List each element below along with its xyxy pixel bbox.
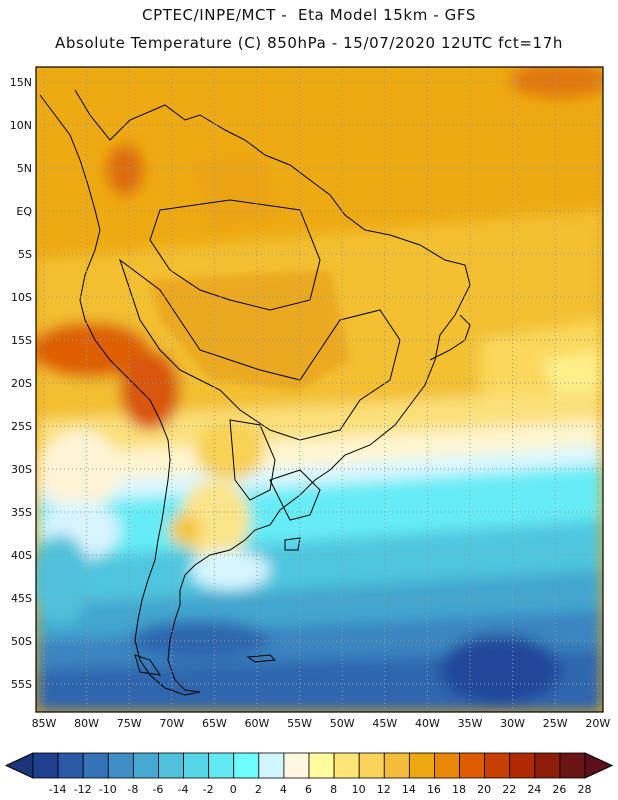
color-scale-labels: -14 -12 -10 -8 -6 -4 -2 0 2 4 6 8 10 12 14 16 18 20 22 24 26…	[49, 783, 592, 796]
color-scale-swatch	[82, 752, 109, 779]
color-scale-label: 14	[402, 783, 416, 796]
color-scale-label: 12	[377, 783, 391, 796]
lat-label: 45S	[11, 592, 32, 605]
lat-label: 55S	[11, 678, 32, 691]
color-scale-swatch	[233, 752, 260, 779]
lat-label: EQ	[16, 205, 32, 218]
color-scale-swatch	[484, 752, 511, 779]
lat-label: 15S	[11, 334, 32, 347]
lat-label: 50S	[11, 635, 32, 648]
color-scale-swatch	[559, 752, 586, 779]
color-scale-swatch	[183, 752, 210, 779]
color-scale-label: 24	[527, 783, 541, 796]
temperature-field	[36, 67, 603, 712]
color-scale-swatch	[107, 752, 134, 779]
title-line-2: Absolute Temperature (C) 850hPa - 15/07/…	[55, 34, 563, 52]
color-scale-label: 10	[352, 783, 366, 796]
lat-label: 30S	[11, 463, 32, 476]
color-scale-swatch	[534, 752, 561, 779]
lon-label: 20W	[585, 717, 610, 730]
lat-lon-grid	[36, 67, 603, 712]
color-scale-label: 8	[330, 783, 337, 796]
lon-label: 60W	[245, 717, 270, 730]
color-scale-label: 22	[502, 783, 516, 796]
color-scale-label: 2	[255, 783, 262, 796]
lat-label: 5N	[17, 162, 32, 175]
color-scale-label: -10	[99, 783, 117, 796]
color-scale-swatches	[4, 752, 614, 779]
color-scale-label: 26	[552, 783, 566, 796]
lon-label: 35W	[458, 717, 483, 730]
lon-label: 50W	[330, 717, 355, 730]
lat-label: 5S	[18, 248, 32, 261]
color-scale-label: -14	[49, 783, 67, 796]
color-scale-swatch	[158, 752, 184, 779]
color-scale-low-arrow	[4, 752, 34, 779]
lon-label: 85W	[32, 717, 57, 730]
color-scale-swatch	[358, 752, 385, 779]
color-scale-label: 28	[577, 783, 591, 796]
lon-label: 30W	[500, 717, 525, 730]
lon-label: 55W	[287, 717, 312, 730]
color-scale-swatch	[258, 752, 285, 779]
temperature-map: 15N 10N 5N EQ 5S 10S 15S 20S 25S 30S 35S 40S 45S 50S 5…	[10, 66, 611, 730]
lon-label: 70W	[159, 717, 184, 730]
lat-label: 10S	[11, 291, 32, 304]
color-scale-swatch	[383, 752, 410, 779]
color-scale-swatch	[408, 752, 435, 779]
lat-label: 25S	[11, 420, 32, 433]
lat-label: 10N	[10, 119, 32, 132]
lon-label: 80W	[74, 717, 99, 730]
color-scale-label: 16	[427, 783, 441, 796]
color-scale-swatch	[32, 752, 59, 779]
color-scale-swatch	[57, 752, 84, 779]
color-scale-swatch	[434, 752, 460, 779]
lon-label: 65W	[202, 717, 227, 730]
color-scale-bar: -14 -12 -10 -8 -6 -4 -2 0 2 4 6 8 10 12 14 16 18 20 22 24 26…	[4, 752, 614, 796]
color-scale-high-arrow	[584, 752, 614, 779]
longitude-labels: 85W 80W 75W 70W 65W 60W 55W 50W 45W 40W 35W 30W 25W 2…	[32, 717, 611, 730]
color-scale-swatch	[132, 752, 159, 779]
lon-label: 45W	[372, 717, 397, 730]
lon-label: 25W	[543, 717, 568, 730]
color-scale-label: -8	[127, 783, 138, 796]
color-scale-swatch	[208, 752, 235, 779]
lat-label: 35S	[11, 506, 32, 519]
title-line-1: CPTEC/INPE/MCT - Eta Model 15km - GFS	[142, 6, 476, 24]
map-frame	[35, 66, 604, 713]
color-scale-swatch	[283, 752, 310, 779]
color-scale-label: 0	[230, 783, 237, 796]
lat-label: 15N	[10, 76, 32, 89]
color-scale-label: 4	[280, 783, 287, 796]
lat-label: 40S	[11, 549, 32, 562]
color-scale-label: 18	[452, 783, 466, 796]
color-scale-label: 20	[477, 783, 491, 796]
lon-label: 40W	[415, 717, 440, 730]
color-scale-swatch	[509, 752, 536, 779]
color-scale-swatch	[459, 752, 486, 779]
color-scale-swatch	[308, 752, 335, 779]
color-scale-label: -2	[203, 783, 214, 796]
color-scale-label: -4	[178, 783, 189, 796]
color-scale-swatch	[333, 752, 360, 779]
color-scale-label: -12	[74, 783, 92, 796]
lon-label: 75W	[117, 717, 142, 730]
color-scale-label: 6	[305, 783, 312, 796]
latitude-labels: 15N 10N 5N EQ 5S 10S 15S 20S 25S 30S 35S 40S 45S 50S 5…	[10, 76, 33, 691]
lat-label: 20S	[11, 377, 32, 390]
color-scale-label: -6	[152, 783, 163, 796]
